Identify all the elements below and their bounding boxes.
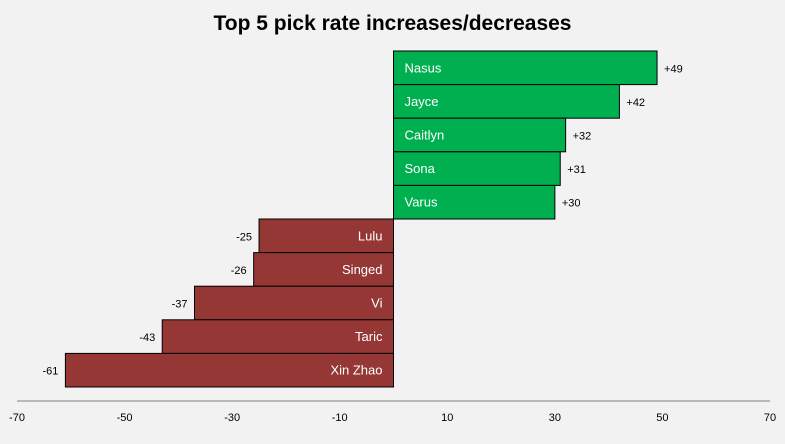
bar-singed [253, 252, 394, 287]
x-tick-label: -10 [332, 412, 348, 424]
value-label-vi: -37 [172, 299, 188, 311]
x-tick-label: 10 [441, 412, 453, 424]
category-label-lulu: Lulu [358, 228, 383, 243]
bar-nasus [393, 50, 658, 86]
category-label-singed: Singed [342, 262, 382, 277]
x-tick-label: -70 [9, 412, 25, 424]
value-label-nasus: +49 [664, 63, 683, 75]
bar-lulu [258, 218, 394, 254]
value-label-taric: -43 [139, 332, 155, 344]
x-tick-label: -30 [224, 412, 240, 424]
bar-vi [193, 285, 394, 321]
x-tick-label: -50 [117, 412, 133, 424]
bars-group: Nasus +49 Jayce +42 Caitlyn +32 Sona +31 Varus +3… [43, 50, 683, 388]
chart-title: Top 5 pick rate increases/decreases [213, 12, 572, 35]
category-label-xin-zhao: Xin Zhao [330, 363, 382, 378]
category-label-sona: Sona [405, 161, 436, 176]
bar-xin-zhao [64, 352, 395, 388]
category-label-nasus: Nasus [405, 60, 442, 75]
value-label-jayce: +42 [626, 97, 645, 109]
category-label-varus: Varus [405, 195, 438, 210]
x-tick-label: 70 [764, 412, 776, 424]
value-label-sona: +31 [567, 164, 586, 176]
value-label-xin-zhao: -61 [43, 366, 59, 378]
category-label-jayce: Jayce [405, 94, 439, 109]
bar-sona [393, 151, 561, 186]
value-label-singed: -26 [231, 265, 247, 277]
x-axis-ticks: -70 -50 -30 -10 10 30 50 70 [9, 412, 776, 424]
value-label-caitlyn: +32 [573, 131, 592, 143]
value-label-varus: +30 [562, 198, 581, 210]
category-label-vi: Vi [371, 296, 382, 311]
category-label-taric: Taric [355, 329, 383, 344]
x-tick-label: 30 [549, 412, 561, 424]
value-label-lulu: -25 [236, 231, 252, 243]
bar-varus [393, 184, 556, 220]
bar-taric [161, 319, 394, 354]
category-label-caitlyn: Caitlyn [405, 128, 445, 143]
bar-caitlyn [393, 117, 567, 153]
x-tick-label: 50 [656, 412, 668, 424]
